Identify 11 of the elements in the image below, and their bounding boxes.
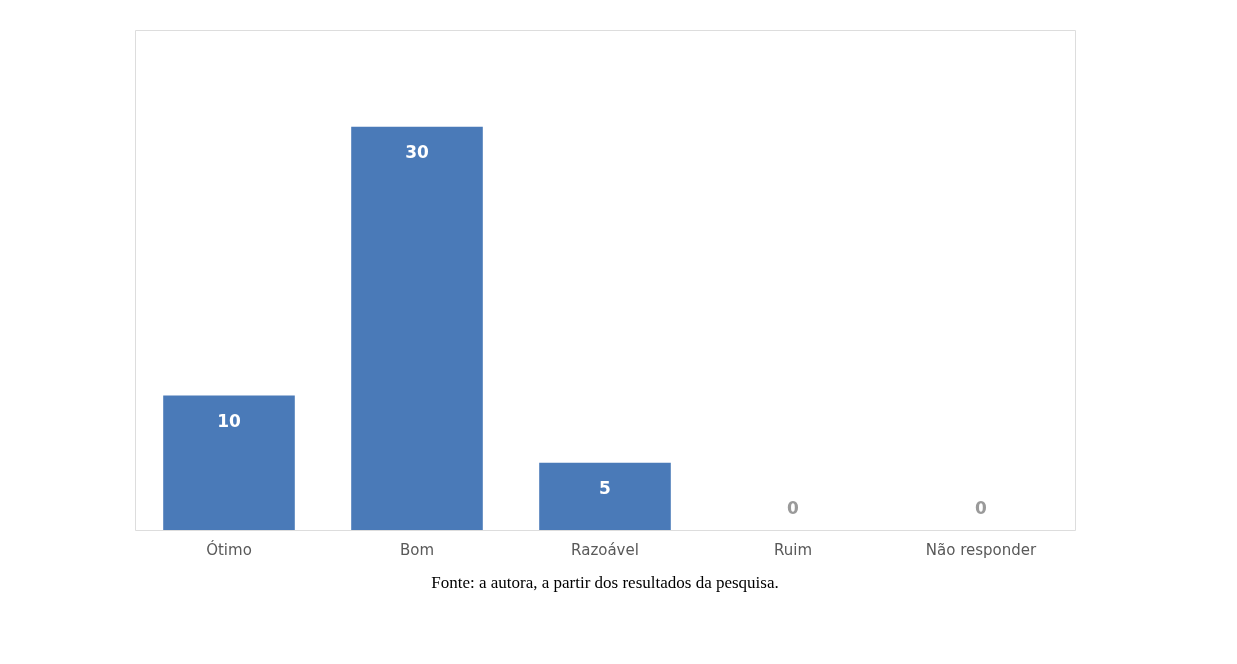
data-label: 0 [787, 498, 800, 518]
source-note: Fonte: a autora, a partir dos resultados da pesquisa. [431, 573, 779, 592]
x-tick-label: Razoável [571, 540, 639, 559]
x-tick-label: Não responder [925, 540, 1038, 559]
data-label: 10 [217, 410, 241, 431]
data-label: 0 [975, 498, 988, 518]
x-tick-label: Ruim [773, 540, 813, 559]
data-label: 5 [599, 477, 611, 498]
x-tick-label: Bom [399, 540, 435, 559]
data-label: 30 [405, 141, 429, 162]
x-tick-label: Ótimo [206, 539, 252, 559]
